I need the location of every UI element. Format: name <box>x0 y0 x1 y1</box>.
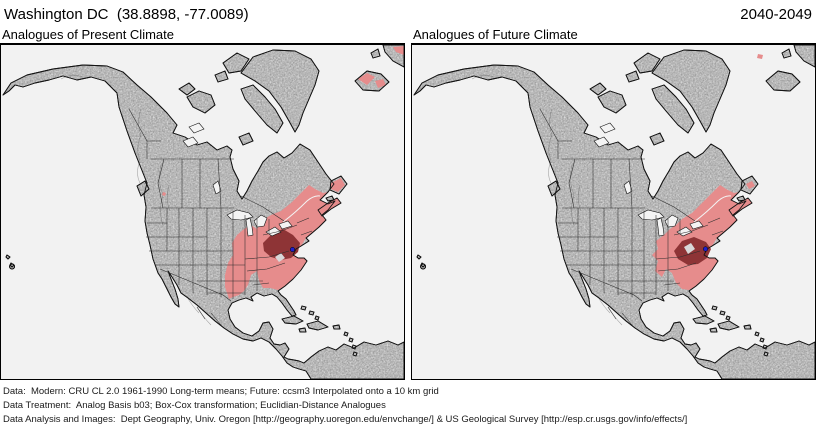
page-title: Washington DC (38.8898, -77.0089) <box>4 6 249 23</box>
future-climate-map <box>412 45 815 379</box>
future-panel-label: Analogues of Future Climate <box>411 26 816 44</box>
present-climate-map <box>1 45 404 379</box>
dc-location-marker-icon <box>289 246 296 253</box>
map-panels: Analogues of Present Climate Analo <box>0 26 816 380</box>
footer-data-line: Data: Modern: CRU CL 2.0 1961-1990 Long-… <box>3 386 439 397</box>
dc-location-marker-icon <box>702 246 709 252</box>
present-climate-panel: Analogues of Present Climate <box>0 26 405 380</box>
future-climate-map-frame <box>411 44 816 380</box>
footer-treatment-line: Data Treatment: Analog Basis b03; Box-Co… <box>3 400 386 411</box>
present-panel-label: Analogues of Present Climate <box>0 26 405 44</box>
present-climate-map-frame <box>0 44 405 380</box>
footer-credits-line: Data Analysis and Images: Dept Geography… <box>3 414 688 425</box>
data-attribution: Data: Modern: CRU CL 2.0 1961-1990 Long-… <box>0 380 816 427</box>
future-climate-panel: Analogues of Future Climate <box>411 26 816 380</box>
period-label: 2040-2049 <box>740 6 812 23</box>
future-analogue-region <box>652 54 763 290</box>
header: Washington DC (38.8898, -77.0089) 2040-2… <box>0 0 816 26</box>
